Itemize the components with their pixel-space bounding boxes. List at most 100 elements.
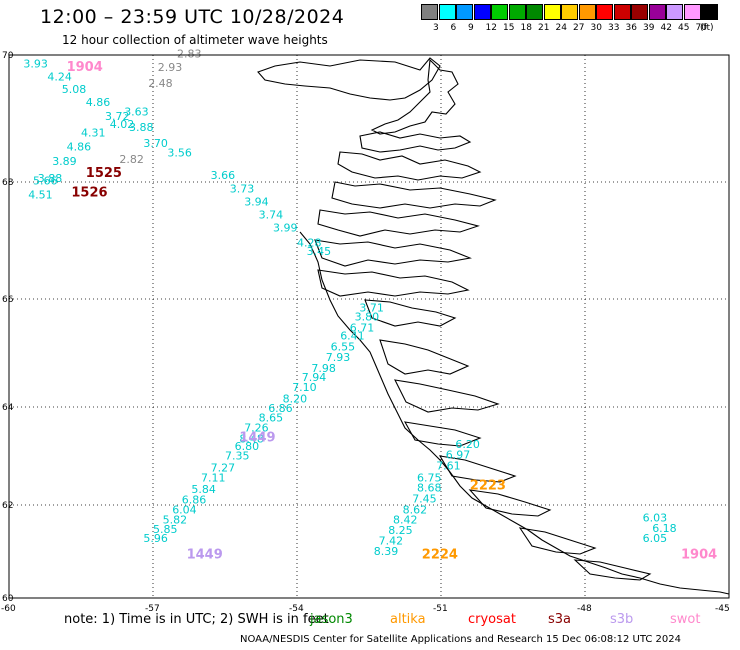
colorbar-swatch <box>421 4 438 20</box>
colorbar-label: 45 <box>678 23 690 33</box>
colorbar-label: 36 <box>625 23 637 33</box>
colorbar-label: 15 <box>503 23 515 33</box>
swh-value-label: 5.96 <box>143 532 168 545</box>
pass-time-label: 2224 <box>422 547 458 562</box>
coastline-segment <box>317 269 470 297</box>
swh-value-label: 8.62 <box>403 503 428 516</box>
swh-value-label: 4.86 <box>67 140 92 153</box>
swh-value-label: 4.86 <box>86 96 111 109</box>
swh-value-label: 8.68 <box>417 481 442 494</box>
pass-time-label: 1449 <box>187 547 223 562</box>
swh-value-label: 6.71 <box>350 321 375 334</box>
x-tick-label: -45 <box>715 604 730 614</box>
colorbar-swatch <box>526 4 543 20</box>
swh-value-label: 4.51 <box>28 188 53 201</box>
swh-value-label: 7.11 <box>201 471 226 484</box>
swh-value-label: 3.99 <box>273 222 298 235</box>
coastline-segment <box>359 131 472 153</box>
coastline-segment <box>518 527 597 555</box>
pass-time-label: 1449 <box>239 430 275 445</box>
swh-value-label: 8.65 <box>259 412 284 425</box>
colorbar-swatch <box>683 4 701 20</box>
swh-value-label: 5.85 <box>153 523 178 536</box>
map-grid <box>9 55 729 598</box>
swh-value-label: 3.89 <box>52 155 76 168</box>
swh-value-label: 6.75 <box>417 471 442 484</box>
swh-value-label: 5.08 <box>62 83 87 96</box>
colorbar-swatch <box>508 4 526 20</box>
swh-value-label: 2.48 <box>148 77 173 90</box>
colorbar-swatch <box>596 4 613 20</box>
swh-value-label: 8.39 <box>374 545 399 558</box>
colorbar-swatch <box>491 4 508 20</box>
pass-time-label: 2223 <box>470 478 506 493</box>
colorbar-label: 27 <box>573 23 585 33</box>
coastline-segment <box>438 455 517 483</box>
colorbar-label: 39 <box>643 23 655 33</box>
colorbar-label: (ft) <box>700 23 714 33</box>
coastline-segment <box>317 209 480 237</box>
colorbar-swatch <box>613 4 631 20</box>
map-frame <box>8 54 730 599</box>
altimeter-tracks: 2.832.932.482.823.934.245.084.863.723.63… <box>23 48 676 559</box>
swh-value-label: 3.63 <box>124 105 149 118</box>
x-tick-label: -54 <box>289 604 304 614</box>
colorbar-label: 33 <box>608 23 620 33</box>
coastline-segment <box>364 299 457 327</box>
legend-altika: altika <box>390 612 426 627</box>
legend-jason3: jason3 <box>310 612 353 627</box>
swh-value-label: 6.86 <box>182 494 207 507</box>
pass-time-label: 1526 <box>71 186 107 201</box>
colorbar-swatch <box>543 4 561 20</box>
coastline-segment <box>403 421 482 447</box>
swh-value-label: 7.35 <box>225 449 250 462</box>
y-tick-label: 70 <box>2 51 14 61</box>
colorbar-label: 12 <box>485 23 497 33</box>
colorbar-label: 42 <box>660 23 672 33</box>
swh-value-label: 5.82 <box>163 514 188 527</box>
swh-value-label: 7.98 <box>311 362 336 375</box>
swh-value-label: 3.71 <box>359 301 384 314</box>
pass-time-label: 1904 <box>681 547 717 562</box>
swh-value-label: 2.82 <box>119 153 143 166</box>
swh-value-label: 4.02 <box>110 118 135 131</box>
legend-swot: swot <box>670 612 701 627</box>
swh-value-label: 3.66 <box>211 169 236 182</box>
swh-value-label: 6.05 <box>643 532 668 545</box>
pass-time-labels: 1904 1525 1526 1449 1449 2223 2224 1904 <box>67 60 718 563</box>
swh-value-label: 7.61 <box>436 460 461 473</box>
colorbar-label: 6 <box>450 23 457 33</box>
swh-value-label: 8.42 <box>393 514 418 527</box>
coastline-segment <box>314 239 472 267</box>
colorbar-swatch <box>473 4 491 20</box>
colorbar-label: 30 <box>590 23 602 33</box>
coastline-segment <box>394 379 500 413</box>
swh-value-label: 6.18 <box>652 522 677 535</box>
swh-value-label: 8.48 <box>239 432 264 445</box>
legend-cryosat: cryosat <box>468 612 516 627</box>
swh-value-label: 4.24 <box>47 70 72 83</box>
swh-value-label: 3.88 <box>129 121 154 134</box>
swh-value-label: 6.55 <box>331 340 356 353</box>
x-tick-label: -60 <box>1 604 16 614</box>
colorbar-swatch <box>456 4 473 20</box>
coastline-segment <box>337 151 482 181</box>
colorbar-label: 24 <box>555 23 567 33</box>
swh-value-label: 6.03 <box>643 511 668 524</box>
swh-value-label: 3.45 <box>307 245 332 258</box>
swh-value-label: 6.97 <box>446 448 471 461</box>
swh-value-label: 7.27 <box>211 462 236 475</box>
colorbar-swatch <box>438 4 456 20</box>
colorbar-label: 3 <box>433 23 439 33</box>
map-subtitle: 12 hour collection of altimeter wave hei… <box>62 33 328 47</box>
swh-value-label: 5.66 <box>33 174 58 187</box>
colorbar-label: 70 <box>695 23 707 33</box>
y-tick-label: 62 <box>2 501 13 511</box>
swh-value-label: 3.94 <box>244 195 269 208</box>
coastline-segment <box>299 231 730 595</box>
coastline-segment <box>379 339 470 375</box>
pass-time-label: 1525 <box>86 166 122 181</box>
colorbar-swatch <box>701 4 718 20</box>
swh-value-label: 3.73 <box>230 183 255 196</box>
